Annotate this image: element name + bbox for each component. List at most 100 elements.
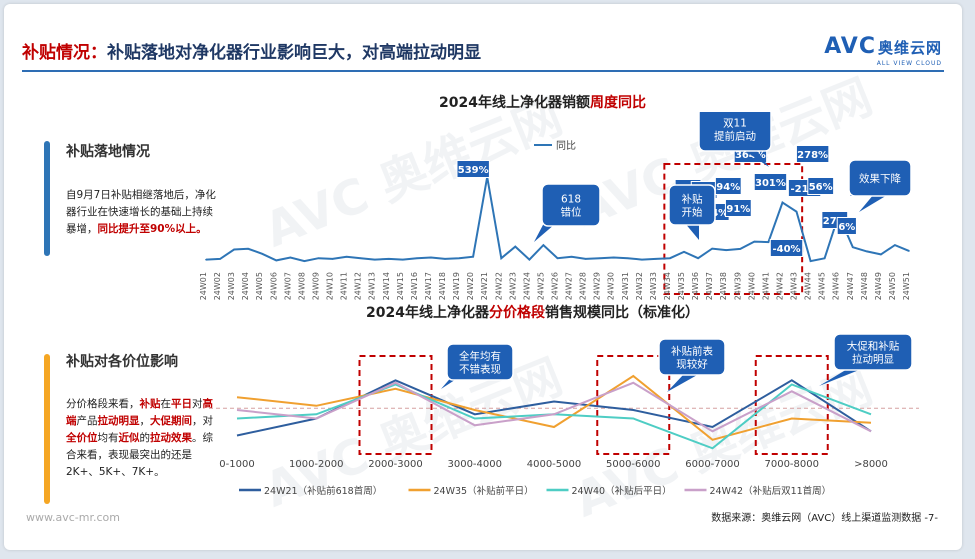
x-tick-label: 24W51	[902, 272, 911, 300]
data-point	[219, 258, 221, 260]
x-tick-label: 24W35	[677, 272, 686, 300]
data-point	[767, 241, 770, 243]
data-point	[612, 256, 615, 259]
section-text: 分价格段来看，补贴在平日对高端产品拉动明显，大促期间，对全价位均有近似的拉动效果…	[66, 398, 213, 478]
x-tick-label: 5000-6000	[606, 459, 661, 470]
data-label: 91%	[726, 204, 750, 215]
x-tick-label: 24W21	[480, 272, 489, 300]
callout-box	[446, 343, 514, 381]
data-label: -21%	[791, 184, 819, 195]
x-tick-label: 24W40	[747, 272, 756, 300]
x-tick-label: 24W34	[663, 272, 672, 300]
section-text: 自9月7日补贴相继落地后，净化器行业在快速增长的基础上持续暴增，同比提升至90%…	[66, 189, 216, 235]
data-label-box	[714, 177, 742, 195]
data-label: 539%	[458, 165, 489, 176]
callout-box	[848, 159, 912, 197]
x-tick-label: 24W39	[733, 272, 742, 300]
data-point	[458, 257, 460, 259]
data-point	[823, 257, 826, 260]
chart-title: 2024年线上净化器销额周度同比	[439, 95, 646, 111]
data-point	[542, 244, 545, 246]
data-point	[570, 255, 573, 258]
x-tick-label: 24W24	[522, 272, 531, 300]
data-label: 301%	[755, 178, 786, 189]
x-tick-label: 24W45	[818, 272, 827, 300]
x-tick-label: 2000-3000	[368, 459, 423, 470]
data-point	[851, 246, 854, 248]
callout-effect-drop: 效果下降	[848, 159, 912, 212]
x-tick-label: >8000	[854, 459, 888, 470]
x-tick-label: 24W15	[396, 272, 405, 300]
callout-tail	[739, 147, 769, 167]
callout-tail	[819, 368, 864, 386]
x-tick-label: 24W02	[213, 272, 222, 300]
data-point	[416, 257, 418, 259]
x-tick-label: 24W06	[269, 272, 278, 300]
data-point	[866, 250, 868, 253]
x-tick-label: 24W36	[691, 272, 700, 300]
data-label: 364%	[735, 150, 766, 161]
x-tick-label: 24W42	[775, 272, 784, 300]
callout-box	[833, 334, 913, 371]
x-tick-label: 24W16	[410, 272, 419, 300]
x-tick-label: 24W44	[804, 272, 813, 300]
data-label: 94%	[716, 182, 740, 193]
data-point	[697, 257, 699, 259]
x-tick-label: 24W27	[565, 272, 574, 300]
data-point	[205, 258, 207, 261]
data-point	[528, 258, 531, 261]
data-label: -40%	[772, 244, 800, 255]
weekly-yoy-line-chart: 同比 24W01 24W02 24W03 24W04 24W05 24W06 24W07 24W…	[199, 112, 912, 300]
callout-box	[668, 184, 716, 226]
data-point	[430, 256, 432, 259]
callout-text: 全年均有	[459, 350, 501, 363]
data-point	[556, 257, 559, 259]
legend-label: 同比	[556, 140, 576, 152]
callout-text: 618	[561, 194, 581, 206]
callout-text: 双11	[723, 118, 747, 130]
x-tick-label: 24W18	[438, 272, 447, 300]
x-tick-label: 24W08	[297, 272, 306, 300]
data-point	[641, 258, 643, 261]
avc-logo: AVC 奥维云网 ALL VIEW CLOUD	[824, 34, 942, 67]
data-point	[359, 257, 362, 259]
callout-text: 补贴前表	[671, 345, 713, 358]
x-tick-label: 1000-2000	[289, 459, 344, 470]
data-point	[500, 257, 503, 259]
x-tick-label: 24W23	[508, 272, 517, 300]
x-tick-label: 24W03	[227, 272, 236, 300]
x-tick-label: 6000-7000	[685, 459, 740, 470]
callout-text: 效果下降	[859, 172, 901, 185]
data-point	[809, 260, 812, 262]
data-point	[598, 257, 601, 259]
callout-tail	[684, 222, 699, 240]
callout-text: 提前启动	[714, 130, 756, 143]
x-tick-label: 24W33	[649, 272, 658, 300]
x-tick-label: 24W26	[551, 272, 560, 300]
callout-tail	[859, 194, 889, 212]
data-label: 27%	[823, 216, 847, 227]
box-2000-3000	[358, 355, 433, 455]
data-label-box	[807, 177, 835, 195]
x-tick-label: 24W28	[579, 272, 588, 300]
x-tick-label: 24W43	[790, 272, 799, 300]
series-line	[236, 381, 872, 433]
data-point	[753, 240, 756, 243]
section-accent-bar	[44, 141, 50, 256]
x-tick-label: 24W50	[888, 272, 897, 300]
series-line	[236, 374, 872, 441]
legend-label: 24W42（补贴后双11首周）	[710, 485, 832, 497]
x-tick-label: 24W20	[466, 272, 475, 300]
website: www.avc-mr.com	[26, 511, 120, 524]
x-tick-label: 24W49	[874, 272, 883, 300]
callout-text: 不错表现	[459, 363, 501, 376]
price-band-line-chart: 0-1000 1000-2000 2000-3000 3000-4000 4000-50…	[209, 334, 919, 497]
data-point	[894, 244, 896, 246]
data-point	[795, 210, 798, 213]
section-title: 补贴对各价位影响	[66, 354, 178, 370]
data-label-box	[836, 217, 857, 235]
